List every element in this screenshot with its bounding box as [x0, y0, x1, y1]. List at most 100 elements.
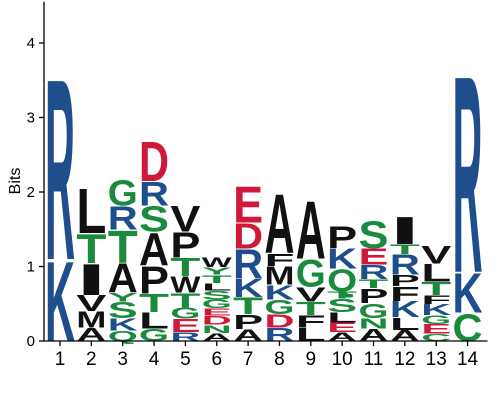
logo-letter-r: R: [264, 324, 294, 345]
logo-letter-p: P: [358, 285, 388, 308]
logo-letter-r: R: [139, 176, 169, 214]
logo-letter-m: M: [264, 261, 294, 290]
logo-letter-a: A: [76, 324, 106, 345]
logo-letter-n: N: [358, 315, 388, 331]
logo-letter-r: R: [390, 249, 420, 281]
logo-letter-r: R: [453, 17, 483, 332]
logo-letter-s: S: [139, 199, 169, 240]
logo-letter-k: K: [233, 275, 263, 303]
logo-letter-p: P: [170, 225, 200, 266]
logo-letter-g: G: [421, 313, 451, 327]
logo-letter-w: W: [202, 256, 232, 271]
logo-letter-e: E: [233, 177, 263, 235]
logo-letter-e: E: [421, 322, 451, 337]
logo-letter-t: T: [421, 278, 451, 299]
logo-letter-g: G: [358, 299, 388, 322]
logo-letter-f: F: [264, 250, 294, 270]
logo-letter-k: K: [453, 261, 483, 325]
y-tick-label: 4: [27, 35, 35, 52]
logo-letter-l: L: [390, 314, 420, 334]
logo-letter-f: F: [390, 282, 420, 305]
logo-letter-y: Y: [108, 290, 138, 304]
logo-letter-g: G: [296, 252, 326, 295]
logo-letter-a: A: [233, 326, 263, 345]
logo-letter-p: P: [233, 311, 263, 334]
logo-letter-s: S: [359, 213, 389, 257]
logo-letter-f: F: [296, 312, 326, 332]
x-tick-label: 7: [243, 349, 254, 370]
logo-letter-l: L: [327, 309, 357, 325]
logo-letter-t: T: [76, 225, 106, 271]
logo-letter-v: V: [296, 283, 327, 306]
logo-letter-r: R: [45, 26, 75, 315]
logo-letter-r: R: [108, 199, 138, 236]
y-tick-label: 3: [27, 110, 35, 127]
logo-letter-k: K: [390, 297, 420, 322]
logo-letter-g: G: [264, 295, 294, 318]
logo-letter-t: T: [170, 289, 200, 312]
logo-letter-e: E: [170, 316, 200, 337]
logo-letter-v: V: [76, 291, 106, 317]
logo-letter-e: E: [359, 244, 389, 270]
logo-letter-t: T: [359, 277, 389, 291]
logo-letter-a: A: [139, 224, 169, 276]
logo-letter-t: T: [233, 293, 264, 320]
y-axis: 0 1 2 3 4: [27, 1, 45, 350]
x-tick-label: 6: [211, 349, 222, 370]
logo-letter-a: A: [264, 178, 294, 272]
logo-letter-a: A: [296, 184, 326, 276]
logo-letter-f: F: [421, 293, 451, 307]
logo-letter-k: K: [264, 280, 294, 303]
logo-letter-l: L: [296, 324, 326, 345]
logo-letter-e: E: [202, 306, 232, 318]
x-tick-label: 3: [117, 349, 128, 370]
y-tick-label: 2: [27, 184, 35, 201]
logo-letter-l: L: [421, 260, 451, 287]
logo-letter-s: S: [327, 296, 357, 317]
y-axis-title: Bits: [7, 168, 24, 195]
logo-letter-a: A: [359, 325, 389, 345]
logo-letter-d: D: [233, 217, 263, 257]
logo-letter-n: N: [202, 323, 232, 336]
x-tick-label: 8: [274, 349, 285, 370]
logo-letter-r: R: [233, 240, 263, 287]
logo-letter-t: T: [170, 253, 200, 282]
y-tick-label: 1: [27, 259, 35, 276]
logo-letter-p: P: [327, 221, 357, 256]
logo-letter-l: L: [76, 176, 106, 248]
logo-letter-p: P: [390, 272, 420, 289]
x-tick-label: 2: [86, 349, 97, 370]
logo-letter-s: S: [202, 288, 232, 302]
logo-letter-s: S: [108, 297, 138, 323]
x-tick-label: 14: [457, 349, 479, 370]
x-tick-label: 4: [149, 349, 160, 370]
logo-letter-v: V: [170, 198, 200, 239]
y-tick-label: 0: [27, 333, 35, 350]
logo-letter-i: I: [76, 255, 106, 305]
logo-letter-t: T: [296, 298, 326, 319]
logo-letter-a: A: [390, 327, 420, 344]
x-tick-label: 11: [364, 349, 384, 370]
logo-letters: KRAMVITLQKSYATRGGLTPASRDREGTWTPVANDEGSLT…: [45, 17, 483, 366]
logo-letter-t: T: [108, 222, 138, 274]
logo-letter-i: I: [390, 209, 420, 253]
logo-letter-p: P: [139, 258, 169, 302]
x-tick-label: 12: [394, 349, 415, 370]
x-tick-label: 1: [55, 349, 66, 370]
logo-letter-g: G: [170, 305, 200, 322]
logo-letter-y: Y: [202, 265, 232, 277]
logo-letter-g: G: [108, 172, 138, 213]
logo-letter-r: R: [359, 260, 389, 283]
logo-letter-t: T: [327, 289, 357, 301]
x-tick-label: 10: [332, 349, 353, 370]
logo-letter-w: W: [170, 272, 201, 298]
logo-letter-t: T: [390, 242, 420, 257]
logo-letter-m: M: [76, 308, 106, 333]
logo-letter-l: L: [139, 308, 169, 334]
logo-letter-d: D: [264, 311, 294, 332]
x-tick-label: 5: [180, 349, 191, 370]
logo-letter-l: L: [202, 281, 232, 293]
logo-letter-c: C: [421, 332, 451, 343]
logo-letter-t: T: [202, 273, 232, 286]
